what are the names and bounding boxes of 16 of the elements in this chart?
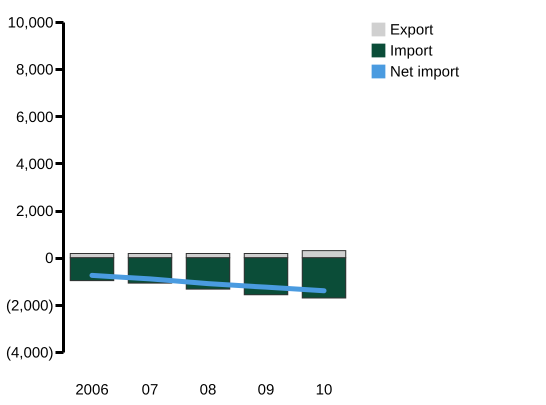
y-tick-label: 4,000 (16, 156, 54, 173)
y-tick-label: 6,000 (16, 108, 54, 126)
x-tick-label: 09 (258, 382, 274, 398)
y-tick-label: (4,000) (6, 344, 54, 362)
legend-label: Export (390, 22, 434, 38)
x-tick-label: 2006 (75, 382, 109, 398)
x-tick-label: 08 (200, 382, 216, 398)
y-tick-label: 2,000 (16, 203, 54, 220)
y-tick-label: 0 (45, 250, 54, 268)
x-tick-label: 10 (316, 382, 332, 398)
x-tick-label: 07 (142, 382, 158, 398)
y-tick-label: 8,000 (16, 62, 54, 79)
legend-label: Net import (390, 64, 460, 80)
y-tick-label: (2,000) (6, 297, 54, 314)
legend-label: Import (390, 42, 434, 60)
y-tick-label: 10,000 (8, 14, 54, 32)
